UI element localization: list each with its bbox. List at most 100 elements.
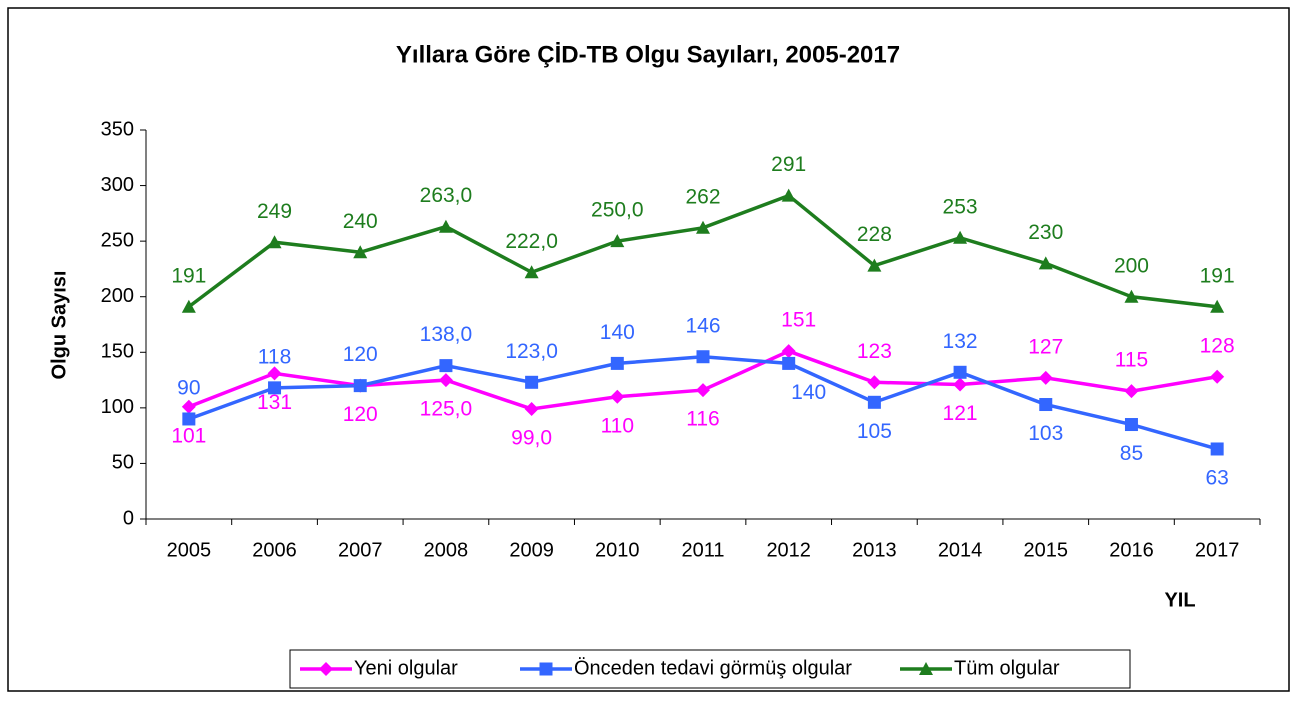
marker-square [953,365,967,379]
data-label: 140 [791,381,826,404]
marker-triangle [1038,256,1053,270]
data-label: 200 [1114,254,1149,277]
data-label: 116 [686,408,719,431]
legend-label: Önceden tedavi görmüş olgular [574,657,852,679]
data-label: 249 [257,200,292,223]
marker-triangle [267,235,282,249]
x-tick-label: 2005 [167,539,212,561]
marker-square [610,356,624,370]
data-label: 103 [1028,422,1063,445]
legend-box [289,649,1131,689]
marker-diamond [1124,384,1139,399]
data-label: 63 [1205,467,1228,490]
marker-triangle [610,234,625,248]
data-label: 146 [685,314,720,337]
y-tick-label: 200 [101,285,134,307]
data-label: 263,0 [420,184,473,207]
marker-diamond [181,399,196,414]
marker-square [525,375,539,389]
data-label: 253 [943,195,978,218]
y-tick-label: 50 [112,452,134,474]
x-tick-label: 2006 [252,539,297,561]
data-label: 118 [258,345,291,368]
data-label: 291 [771,153,806,176]
marker-triangle [181,299,196,313]
marker-diamond [867,375,882,390]
marker-diamond [781,344,796,359]
y-tick-label: 300 [101,174,134,196]
marker-diamond [1210,369,1225,384]
marker-square [1039,398,1053,412]
marker-diamond [438,373,453,388]
y-tick-label: 250 [101,229,134,251]
data-label: 128 [1200,334,1235,357]
marker-square [539,662,553,676]
y-tick-label: 0 [123,507,134,529]
data-label: 262 [685,185,720,208]
x-tick-label: 2015 [1024,539,1069,561]
data-label: 127 [1028,335,1063,358]
marker-square [1210,442,1224,456]
data-label: 120 [343,343,378,366]
marker-square [1124,418,1138,432]
marker-square [182,412,196,426]
y-tick-label: 350 [101,118,134,140]
marker-triangle [781,188,796,202]
data-label: 123,0 [505,340,558,363]
marker-square [439,359,453,373]
marker-square [353,379,367,393]
y-tick-label: 100 [101,396,134,418]
x-tick-label: 2014 [938,539,983,561]
marker-diamond [267,366,282,381]
marker-square [268,381,282,395]
data-label: 121 [943,402,978,425]
data-label: 138,0 [420,323,473,346]
chart-border [7,7,1290,692]
data-label: 99,0 [511,427,552,450]
x-tick-label: 2010 [595,539,640,561]
marker-diamond [610,389,625,404]
data-label: 90 [177,377,200,400]
data-label: 230 [1028,221,1063,244]
marker-triangle [438,219,453,233]
data-label: 240 [343,210,378,233]
x-tick-label: 2009 [509,539,554,561]
marker-triangle [867,258,882,272]
data-label: 222,0 [505,230,558,253]
marker-triangle [524,265,539,279]
legend-label: Tüm olgular [954,657,1060,679]
legend-label: Yeni olgular [354,657,458,679]
data-label: 140 [600,321,635,344]
x-tick-label: 2016 [1109,539,1154,561]
marker-triangle [1210,299,1225,313]
data-label: 191 [171,264,206,287]
y-tick-label: 150 [101,341,134,363]
x-axis-label: YIL [1164,589,1195,611]
data-label: 132 [943,330,978,353]
data-label: 123 [857,340,892,363]
marker-diamond [696,383,710,398]
x-tick-label: 2012 [766,539,811,561]
marker-triangle [353,245,368,259]
data-label: 85 [1120,442,1143,465]
data-label: 110 [601,414,634,437]
data-label: 105 [857,420,892,443]
chart-title: Yıllara Göre ÇİD-TB Olgu Sayıları, 2005-… [396,41,900,68]
marker-triangle [953,230,968,244]
x-tick-label: 2007 [338,539,383,561]
x-tick-label: 2008 [424,539,469,561]
data-label: 151 [781,309,816,332]
data-label: 131 [257,391,292,414]
data-label: 115 [1115,349,1148,372]
marker-diamond [1038,370,1053,385]
data-label: 228 [857,223,892,246]
marker-diamond [319,662,333,676]
x-tick-label: 2011 [681,539,724,561]
data-label: 125,0 [420,398,473,421]
marker-square [696,350,710,364]
y-axis-label: Olgu Sayısı [48,271,70,380]
marker-square [782,356,796,370]
x-tick-label: 2013 [852,539,897,561]
marker-triangle [1124,289,1139,303]
